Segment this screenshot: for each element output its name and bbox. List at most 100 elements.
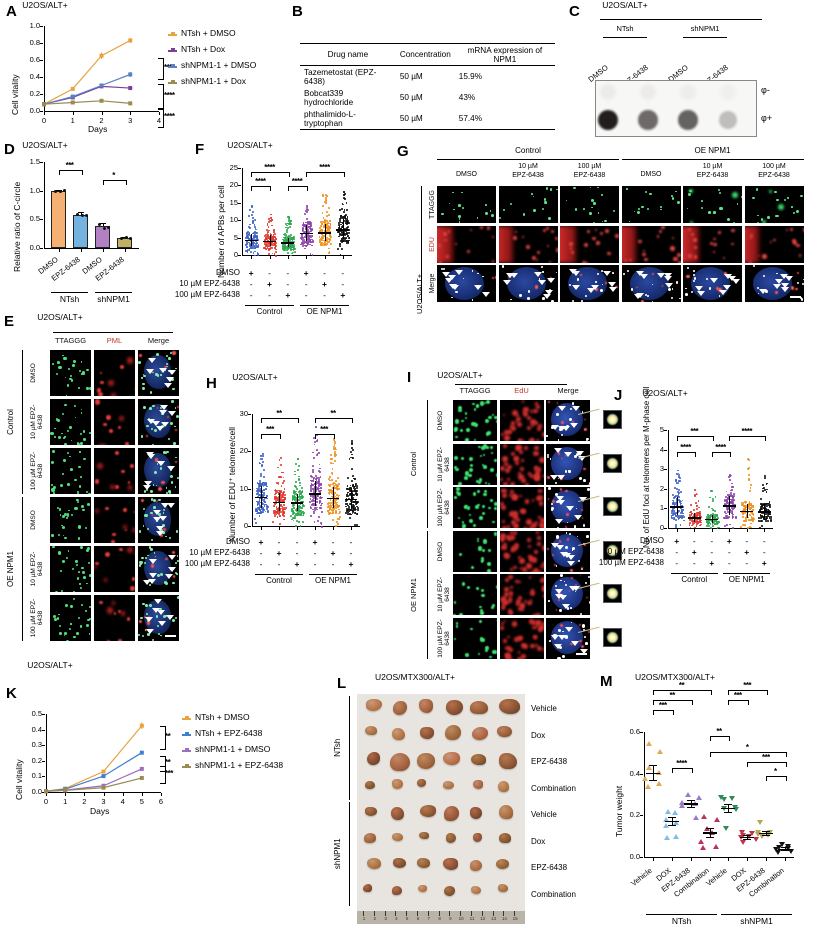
fluorescent-focus: [476, 538, 479, 541]
fluorescent-focus: [177, 476, 179, 479]
data-point: [739, 839, 746, 845]
condition-mark: -: [277, 537, 281, 547]
data-point: [322, 235, 325, 238]
inset-zoom: [602, 453, 622, 473]
data-point: [263, 491, 265, 494]
fluorescent-focus: [121, 470, 125, 474]
fluorescent-focus: [120, 364, 125, 369]
data-point: [329, 230, 332, 233]
data-point: [328, 493, 331, 496]
fluorescent-focus: [76, 498, 79, 501]
fluorescent-focus: [122, 525, 127, 530]
data-point: [313, 512, 316, 515]
x-tick: [84, 793, 86, 796]
fluorescent-focus: [511, 620, 518, 627]
row-label: DMSO: [30, 510, 37, 530]
data-point: [320, 497, 322, 500]
group-rule: [427, 530, 428, 659]
ruler-tick-label: 13: [491, 916, 497, 921]
fluorescent-focus: [534, 550, 539, 554]
micrograph-cell: [453, 443, 497, 485]
data-point: [323, 201, 326, 203]
data-point: [139, 750, 144, 755]
data-point: [281, 512, 284, 515]
data-point: [277, 483, 280, 486]
data-point: [306, 206, 308, 208]
fluorescent-focus: [519, 449, 524, 454]
panel-b-table: Drug name Concentration mRNA expression of…: [300, 43, 555, 130]
data-point: [318, 501, 321, 504]
data-point: [679, 477, 681, 480]
group-label: Control: [515, 146, 541, 155]
fluorescent-focus: [562, 473, 565, 476]
fluorescent-focus: [519, 604, 525, 609]
fluorescent-focus: [474, 422, 479, 427]
data-point: [339, 216, 342, 219]
data-point: [328, 240, 331, 243]
data-point: [304, 230, 307, 233]
fluorescent-focus: [579, 477, 583, 481]
data-point: [273, 510, 276, 512]
data-point: [268, 243, 270, 246]
tumor-specimen: [366, 699, 382, 711]
data-point: [271, 236, 274, 238]
data-point: [254, 231, 256, 234]
fluorescent-focus: [73, 590, 75, 592]
y-tick: [40, 248, 43, 249]
data-point: [295, 493, 297, 496]
fluorescent-focus: [568, 470, 571, 473]
tumor-specimen: [498, 698, 520, 715]
y-tick: [640, 773, 643, 775]
data-point: [338, 230, 341, 233]
significance-bracket: [102, 180, 127, 185]
fluorescent-focus: [542, 431, 544, 438]
data-point: [352, 509, 355, 511]
fluorescent-focus: [504, 435, 510, 441]
micrograph-cell: [453, 487, 497, 528]
fluorescent-focus: [528, 576, 532, 580]
fluorescent-focus: [126, 616, 131, 621]
y-axis: [644, 732, 645, 857]
y-tick-label: 0.4: [29, 72, 40, 81]
condition-mark: -: [727, 558, 731, 568]
data-point: [346, 511, 349, 514]
data-point: [310, 223, 312, 226]
arrowhead-marker: [445, 277, 454, 283]
data-point: [253, 224, 256, 227]
side-rule: [421, 186, 422, 302]
fluorescent-focus: [82, 567, 85, 570]
fluorescent-focus: [499, 625, 504, 631]
fluorescent-focus: [123, 508, 128, 512]
data-point: [723, 525, 726, 528]
fluorescent-focus: [87, 546, 91, 550]
data-point: [251, 246, 254, 249]
data-point: [271, 241, 274, 244]
fluorescent-focus: [69, 456, 71, 458]
fluorescent-focus: [504, 553, 510, 559]
fluorescent-focus: [582, 517, 584, 519]
y-tick-label: 0.2: [29, 89, 40, 98]
data-point: [742, 516, 745, 519]
data-point: [327, 227, 330, 230]
data-point: [312, 484, 314, 487]
fluorescent-focus: [775, 214, 778, 217]
data-point: [741, 524, 744, 526]
fluorescent-focus: [500, 532, 506, 539]
data-point: [299, 484, 302, 487]
data-point: [139, 766, 144, 771]
legend-marker: [170, 47, 175, 52]
tumor-specimen: [418, 698, 434, 713]
x-tick: [672, 858, 674, 861]
fluorescent-focus: [712, 251, 715, 253]
data-point: [301, 228, 304, 231]
condition-mark: +: [303, 268, 309, 278]
arrowhead-marker: [161, 422, 170, 428]
legend-label: NTsh + EPZ-6438: [195, 728, 263, 738]
data-point: [265, 236, 268, 239]
data-point: [322, 244, 325, 246]
data-point: [322, 193, 325, 196]
data-point: [325, 233, 328, 236]
data-point: [696, 522, 699, 525]
fluorescent-focus: [147, 528, 150, 531]
data-point: [334, 454, 336, 456]
